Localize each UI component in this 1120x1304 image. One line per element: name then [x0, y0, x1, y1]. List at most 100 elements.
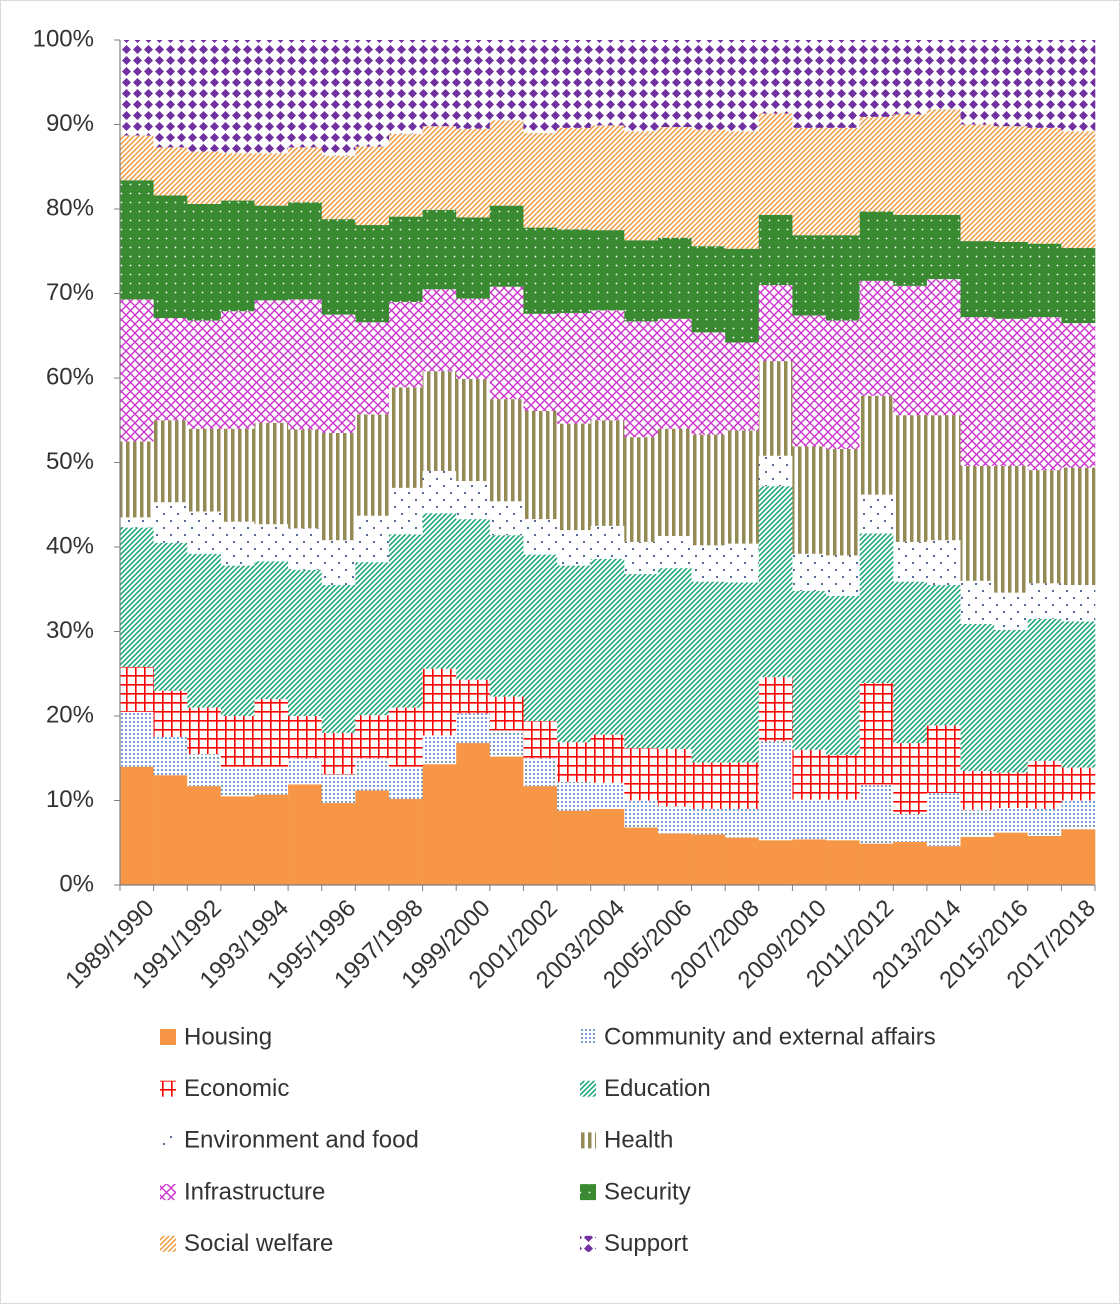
area-segment — [422, 289, 457, 372]
area-segment — [388, 216, 423, 302]
area-segment — [220, 521, 255, 566]
area-segment — [657, 806, 692, 834]
area-segment — [725, 808, 760, 838]
area-segment — [826, 235, 860, 321]
area-segment — [321, 40, 356, 156]
area-segment — [456, 40, 491, 129]
area-segment — [691, 40, 726, 130]
area-segment — [187, 553, 222, 708]
area-segment — [489, 730, 524, 757]
area-segment — [187, 786, 222, 885]
legend-label: Education — [604, 1075, 711, 1102]
area-segment — [926, 214, 961, 280]
area-segment — [792, 590, 827, 750]
area-segment — [826, 448, 860, 556]
area-segment — [691, 129, 726, 247]
area-segment — [590, 734, 625, 783]
area-segment — [1027, 317, 1062, 471]
area-segment — [1061, 829, 1096, 885]
area-segment — [388, 707, 423, 767]
area-segment — [557, 127, 591, 230]
area-segment — [355, 225, 390, 323]
area-segment — [489, 756, 524, 885]
area-segment — [960, 241, 995, 318]
area-segment — [523, 40, 558, 133]
area-segment — [220, 311, 255, 429]
area-segment — [220, 796, 255, 885]
area-segment — [758, 361, 793, 456]
area-segment — [657, 318, 692, 429]
area-segment — [994, 241, 1029, 319]
area-segment — [1027, 760, 1062, 809]
area-segment — [859, 683, 894, 785]
area-segment — [220, 766, 255, 797]
area-segment — [826, 840, 860, 885]
legend-swatch — [580, 1235, 596, 1252]
area-segment — [691, 545, 726, 582]
area-segment — [859, 116, 894, 212]
area-segment — [254, 205, 289, 301]
area-segment — [792, 446, 827, 554]
area-segment — [926, 792, 961, 847]
area-segment — [321, 585, 356, 733]
area-segment — [758, 840, 793, 885]
area-segment — [657, 568, 692, 749]
area-segment — [590, 420, 625, 526]
area-segment — [926, 40, 961, 110]
area-segment — [691, 434, 726, 546]
area-segment — [994, 592, 1029, 630]
area-segment — [187, 320, 222, 429]
y-tick-label: 90% — [46, 110, 94, 137]
area-segment — [523, 554, 558, 722]
area-segment — [893, 114, 928, 215]
area-segment — [456, 743, 491, 885]
area-segment — [691, 762, 726, 809]
area-segment — [388, 133, 423, 217]
area-segment — [489, 205, 524, 287]
area-segment — [288, 202, 323, 300]
area-segment — [220, 716, 255, 767]
area-segment — [153, 775, 188, 885]
area-segment — [288, 147, 323, 203]
area-segment — [557, 810, 591, 885]
area-segment — [120, 180, 154, 300]
area-segment — [388, 766, 423, 799]
area-segment — [758, 486, 793, 678]
area-segment — [1061, 767, 1096, 801]
area-segment — [456, 519, 491, 680]
area-segment — [523, 132, 558, 228]
area-segment — [120, 40, 154, 136]
area-segment — [321, 803, 356, 885]
area-segment — [523, 758, 558, 787]
area-segment — [657, 127, 692, 238]
area-segment — [254, 300, 289, 423]
area-segment — [355, 790, 390, 885]
y-tick-label: 20% — [46, 701, 94, 728]
area-segment — [557, 229, 591, 313]
y-tick-label: 40% — [46, 532, 94, 559]
area-segment — [1027, 40, 1062, 128]
legend-swatch — [580, 1132, 596, 1149]
area-segment — [893, 541, 928, 582]
area-segment — [792, 40, 827, 128]
y-tick-label: 50% — [46, 448, 94, 475]
area-segment — [590, 782, 625, 809]
area-segment — [926, 109, 961, 215]
area-segment — [758, 285, 793, 362]
legend-swatch — [160, 1029, 176, 1045]
y-tick-label: 70% — [46, 279, 94, 306]
area-segment — [388, 40, 423, 134]
area-segment — [153, 420, 188, 503]
area-segment — [489, 40, 524, 121]
area-segment — [220, 565, 255, 716]
area-segment — [456, 217, 491, 299]
area-segment — [489, 696, 524, 731]
area-segment — [422, 668, 457, 736]
area-segment — [153, 737, 188, 776]
area-segment — [220, 200, 255, 312]
area-segment — [523, 786, 558, 885]
y-tick-label: 60% — [46, 363, 94, 390]
area-segment — [725, 543, 760, 583]
area-segment — [893, 581, 928, 744]
area-segment — [624, 748, 659, 801]
